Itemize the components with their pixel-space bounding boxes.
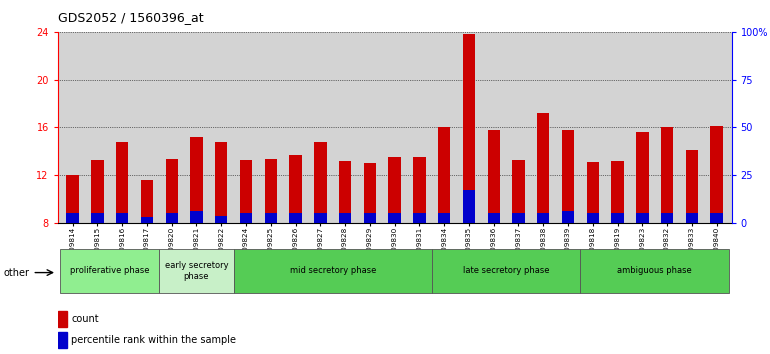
Bar [537, 213, 550, 223]
Bar [166, 159, 178, 223]
Bar [91, 213, 104, 223]
Bar [611, 213, 624, 223]
Bar [432, 249, 581, 293]
Text: ambiguous phase: ambiguous phase [618, 266, 692, 275]
Bar [537, 113, 550, 223]
Bar [636, 132, 648, 223]
Bar [58, 311, 67, 327]
Bar [314, 213, 326, 223]
Bar [661, 213, 673, 223]
Bar [711, 213, 723, 223]
Bar [290, 155, 302, 223]
Bar [685, 213, 698, 223]
Bar [215, 142, 227, 223]
Bar [116, 142, 129, 223]
Bar [190, 211, 203, 223]
Bar [339, 213, 351, 223]
Text: percentile rank within the sample: percentile rank within the sample [71, 335, 236, 345]
Bar [339, 161, 351, 223]
Bar [239, 213, 253, 223]
Text: GDS2052 / 1560396_at: GDS2052 / 1560396_at [58, 11, 203, 24]
Bar [562, 211, 574, 223]
Bar [190, 137, 203, 223]
Bar [413, 213, 426, 223]
Text: other: other [4, 268, 30, 278]
Bar [636, 213, 648, 223]
Bar [116, 213, 129, 223]
Text: proliferative phase: proliferative phase [70, 266, 149, 275]
Text: count: count [71, 314, 99, 324]
Bar [265, 159, 277, 223]
Bar [463, 34, 475, 223]
Bar [512, 160, 524, 223]
Bar [66, 213, 79, 223]
Bar [413, 157, 426, 223]
Bar [215, 216, 227, 223]
Bar [611, 161, 624, 223]
Bar [363, 163, 376, 223]
Bar [562, 130, 574, 223]
Bar [512, 213, 524, 223]
Text: early secretory
phase: early secretory phase [165, 261, 228, 280]
Bar [581, 249, 729, 293]
Bar [91, 160, 104, 223]
Bar [60, 249, 159, 293]
Bar [66, 175, 79, 223]
Bar [463, 190, 475, 223]
Bar [314, 142, 326, 223]
Bar [587, 162, 599, 223]
Bar [487, 130, 500, 223]
Bar [661, 127, 673, 223]
Bar [265, 213, 277, 223]
Bar [141, 180, 153, 223]
Bar [438, 127, 450, 223]
Bar [711, 126, 723, 223]
Bar [166, 213, 178, 223]
Text: mid secretory phase: mid secretory phase [290, 266, 376, 275]
Bar [388, 157, 401, 223]
Bar [363, 213, 376, 223]
Text: late secretory phase: late secretory phase [463, 266, 549, 275]
Bar [290, 213, 302, 223]
Bar [233, 249, 432, 293]
Bar [388, 213, 401, 223]
Bar [159, 249, 233, 293]
Bar [58, 332, 67, 348]
Bar [239, 160, 253, 223]
Bar [587, 213, 599, 223]
Bar [438, 213, 450, 223]
Bar [685, 150, 698, 223]
Bar [487, 213, 500, 223]
Bar [141, 217, 153, 223]
